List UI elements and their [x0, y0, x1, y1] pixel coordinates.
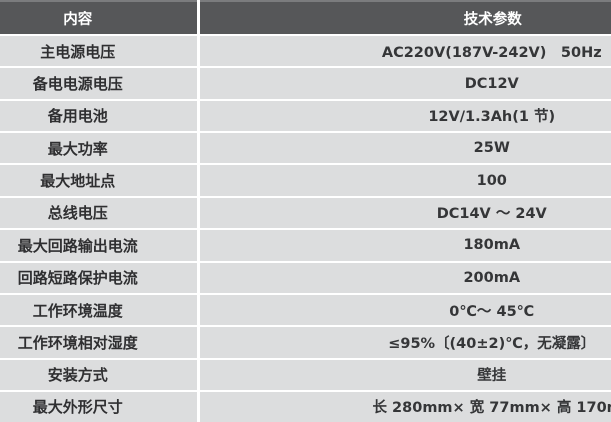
spec-label: 工作环境温度 [0, 293, 200, 328]
spec-label: 工作环境相对湿度 [0, 326, 200, 360]
table-row: 最大功率 25W [0, 132, 611, 166]
spec-value: 25W [198, 132, 611, 166]
spec-value: 12V/1.3Ah(1 节) [198, 99, 611, 134]
spec-value: 0℃～ 45℃ [198, 293, 611, 328]
table-row: 主电源电压 AC220V(187V-242V) 50Hz [0, 35, 611, 69]
spec-value: 壁挂 [198, 358, 611, 392]
table-row: 备电电源电压 DC12V [0, 67, 611, 101]
spec-label: 最大回路输出电流 [0, 229, 200, 263]
header-params: 技术参数 [198, 0, 611, 36]
table-row: 安装方式 壁挂 [0, 358, 611, 392]
spec-value: 长 280mm× 宽 77mm× 高 170mm [198, 390, 611, 422]
table-row: 备用电池 12V/1.3Ah(1 节) [0, 99, 611, 134]
spec-value: 100 [198, 164, 611, 198]
table-row: 最大地址点 100 [0, 164, 611, 198]
header-row: 内容 技术参数 [0, 0, 611, 36]
spec-label: 主电源电压 [0, 35, 200, 69]
spec-label: 总线电压 [0, 196, 200, 231]
spec-label: 最大功率 [0, 132, 200, 166]
spec-label: 回路短路保护电流 [0, 261, 200, 295]
spec-value: DC12V [198, 67, 611, 101]
spec-label: 最大外形尺寸 [0, 390, 200, 422]
table-row: 总线电压 DC14V ～ 24V [0, 196, 611, 231]
table-row: 最大外形尺寸 长 280mm× 宽 77mm× 高 170mm [0, 390, 611, 422]
spec-table-header: 内容 技术参数 [0, 0, 611, 36]
table-row: 工作环境相对湿度 ≤95%〔(40±2)℃，无凝露〕 [0, 326, 611, 360]
spec-table-body: 主电源电压 AC220V(187V-242V) 50Hz 备电电源电压 DC12… [0, 35, 611, 422]
header-content: 内容 [0, 0, 200, 36]
spec-value: AC220V(187V-242V) 50Hz [198, 35, 611, 69]
spec-value: ≤95%〔(40±2)℃，无凝露〕 [198, 326, 611, 360]
spec-label: 最大地址点 [0, 164, 200, 198]
spec-value: 200mA [198, 261, 611, 295]
table-row: 回路短路保护电流 200mA [0, 261, 611, 295]
spec-value: DC14V ～ 24V [198, 196, 611, 231]
table-row: 工作环境温度 0℃～ 45℃ [0, 293, 611, 328]
spec-value: 180mA [198, 229, 611, 263]
table-row: 最大回路输出电流 180mA [0, 229, 611, 263]
spec-label: 备用电池 [0, 99, 200, 134]
spec-label: 安装方式 [0, 358, 200, 392]
spec-label: 备电电源电压 [0, 67, 200, 101]
